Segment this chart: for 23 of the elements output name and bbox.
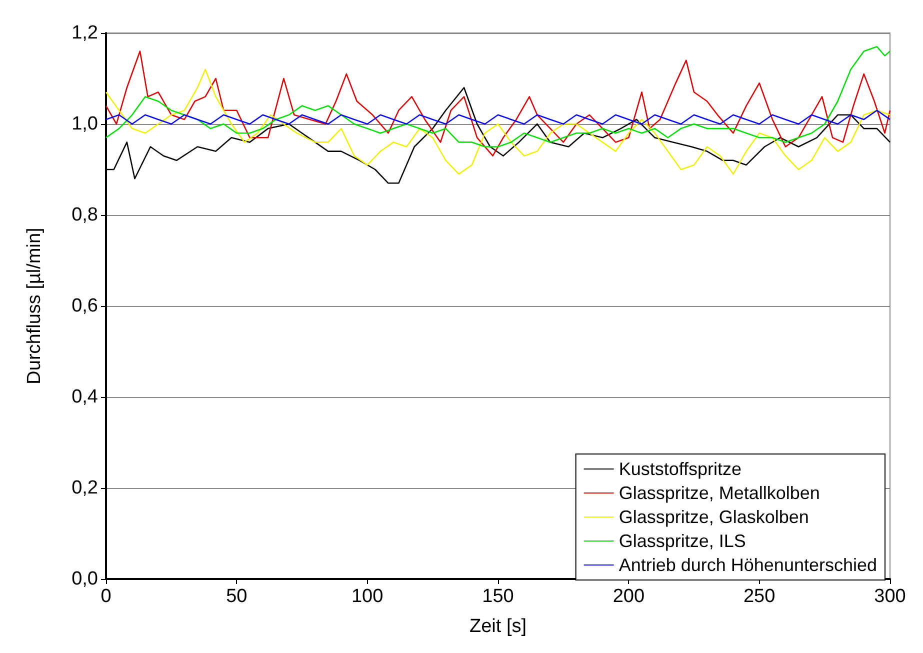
- x-axis-title: Zeit [s]: [469, 616, 527, 637]
- legend-label: Glasspritze, Glaskolben: [618, 507, 809, 527]
- x-tick-label: 150: [482, 586, 514, 607]
- line-series: [105, 68, 891, 175]
- legend-label: Antrieb durch Höhenunterschied: [618, 555, 878, 575]
- x-tick-label: 300: [874, 586, 906, 607]
- y-tick-label: 0,4: [72, 386, 98, 408]
- x-tick-label: 250: [743, 586, 776, 607]
- legend-label: Glasspritze, ILS: [618, 531, 746, 551]
- x-tick-label: 100: [351, 586, 384, 607]
- x-tick-label: 50: [226, 586, 248, 607]
- y-tick-label: 1,0: [72, 114, 98, 134]
- y-tick-label: 0,8: [72, 204, 98, 226]
- y-tick-label: 0,6: [72, 296, 98, 316]
- y-tick-label: 0,2: [72, 478, 98, 498]
- line-series: [105, 110, 891, 125]
- x-tick-label: 0: [100, 586, 112, 607]
- legend-label: Kuststoffspritze: [618, 459, 742, 479]
- y-tick-label: 1,2: [72, 22, 98, 44]
- y-tick-label: 0,0: [72, 568, 98, 590]
- legend-label: Glasspritze, Metallkolben: [618, 483, 820, 503]
- y-axis-title: Durchfluss [µl/min]: [24, 228, 45, 384]
- x-tick-label: 200: [612, 586, 645, 607]
